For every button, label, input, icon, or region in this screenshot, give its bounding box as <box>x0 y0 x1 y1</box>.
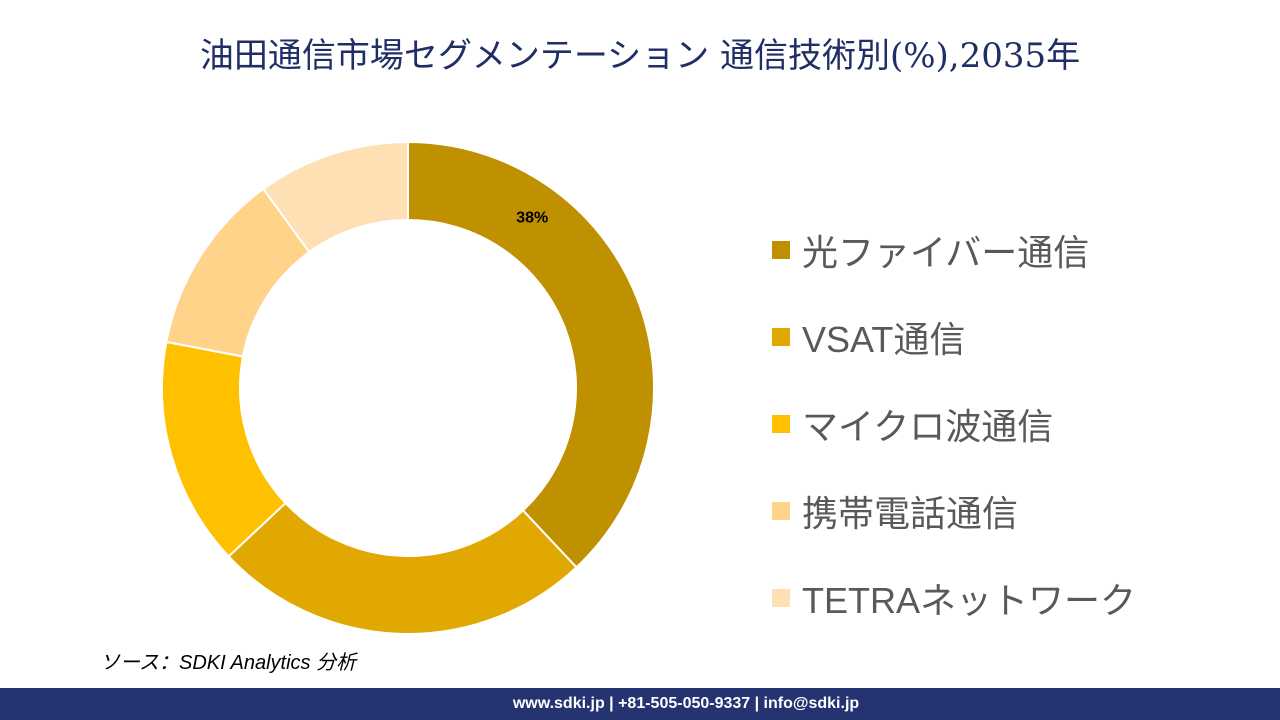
legend-item: VSAT通信 <box>772 293 1136 380</box>
legend-swatch <box>772 588 790 607</box>
legend-item: 携帯電話通信 <box>772 467 1136 554</box>
chart-title: 油田通信市場セグメンテーション 通信技術別(%),2035年 <box>199 36 1081 76</box>
legend-label: TETRAネットワーク <box>802 579 1137 621</box>
donut-slice <box>407 140 655 569</box>
legend-swatch <box>772 240 790 259</box>
legend-label: 光ファイバー通信 <box>802 231 1090 273</box>
legend-item: 光ファイバー通信 <box>772 206 1136 293</box>
legend-item: マイクロ波通信 <box>772 380 1136 467</box>
donut-slice <box>227 501 578 635</box>
donut-slice <box>262 140 409 254</box>
data-label: 38% <box>516 209 548 226</box>
source-note: ソース：SDKI Analytics 分析 <box>100 652 357 674</box>
legend-swatch <box>772 327 790 346</box>
footer-bar: www.sdki.jp | +81-505-050-9337 | info@sd… <box>0 688 1280 720</box>
legend: 光ファイバー通信 VSAT通信マイクロ波通信 携帯電話通信 TETRAネットワーク <box>772 206 1136 641</box>
footer-contact: www.sdki.jp | +81-505-050-9337 | info@sd… <box>512 695 860 712</box>
legend-label: マイクロ波通信 <box>802 405 1054 447</box>
legend-swatch <box>772 501 790 520</box>
legend-label: 携帯電話通信 <box>802 492 1019 534</box>
legend-swatch <box>772 414 790 433</box>
legend-item: TETRAネットワーク <box>772 554 1136 641</box>
legend-label: VSAT通信 <box>802 318 966 360</box>
